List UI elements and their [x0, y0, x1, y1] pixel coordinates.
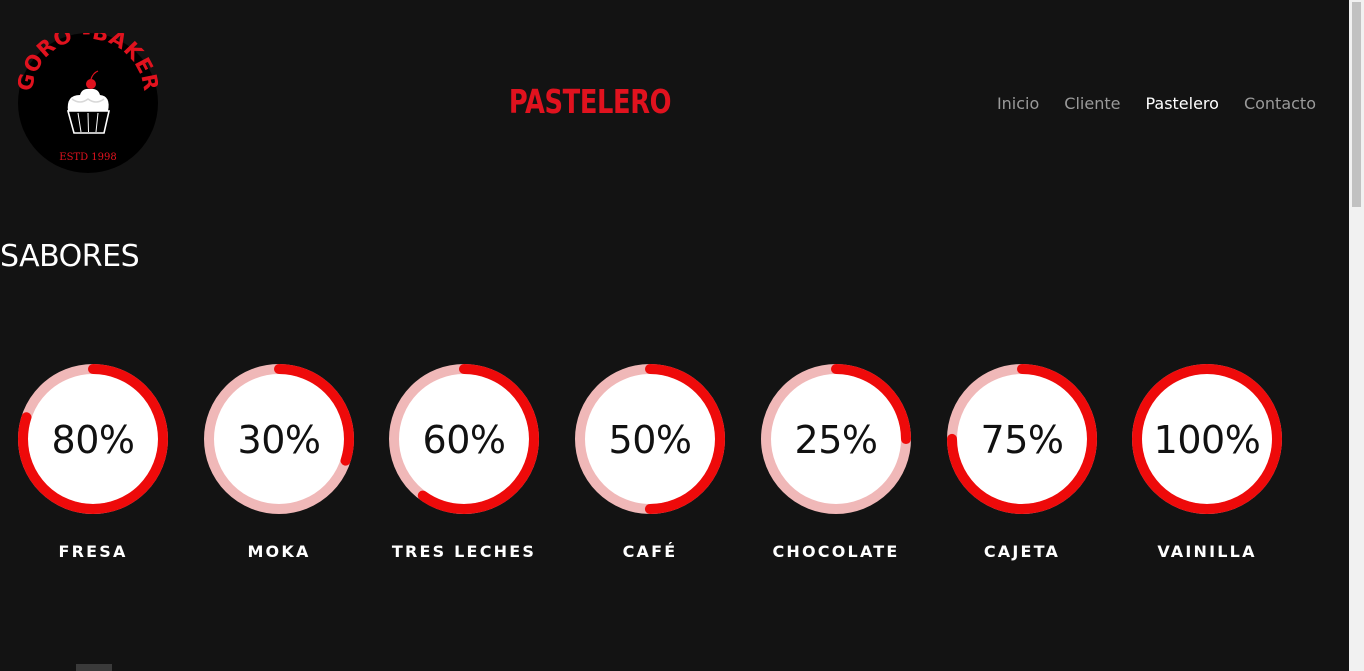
nav-link-contacto[interactable]: Contacto	[1243, 94, 1316, 113]
nav-link-inicio[interactable]: Inicio	[996, 94, 1040, 113]
section-heading: SABORES	[0, 238, 140, 274]
logo-bottom-text: ESTD 1998	[59, 152, 116, 163]
flavor-item-tres-leches: 60% TRES LECHES	[371, 364, 557, 574]
gauge-percent: 80%	[51, 418, 135, 462]
gauge-fill	[575, 364, 725, 514]
flavor-item-fresa: 80% FRESA	[0, 364, 186, 574]
bottom-widget	[76, 664, 112, 671]
main-nav: Inicio Cliente Pastelero Contacto	[997, 93, 1316, 115]
gauge-fill	[18, 364, 168, 514]
gauge-fill	[947, 364, 1097, 514]
gauge-percent: 30%	[237, 418, 321, 462]
gauge-fill	[204, 364, 354, 514]
flavor-item-chocolate: 25% CHOCOLATE	[743, 364, 929, 574]
nav-link-cliente[interactable]: Cliente	[1064, 94, 1121, 113]
flavor-gauge	[761, 364, 911, 514]
flavor-gauge	[389, 364, 539, 514]
nav-link-pastelero[interactable]: Pastelero	[1145, 94, 1219, 113]
flavor-label: CAJETA	[983, 542, 1061, 561]
flavor-gauge	[575, 364, 725, 514]
gauge-percent: 75%	[980, 418, 1064, 462]
gauge-fill	[761, 364, 911, 514]
flavor-item-caf-: 50% CAFÉ	[557, 364, 743, 574]
goro-baker-logo[interactable]: GORO -BAKER ESTD 1998	[18, 33, 158, 173]
page-title: PASTELERO	[508, 82, 672, 121]
flavor-item-moka: 30% MOKA	[186, 364, 372, 574]
flavor-gauge	[18, 364, 168, 514]
cupcake-icon	[66, 70, 111, 134]
flavor-label: MOKA	[247, 542, 311, 561]
gauge-fill	[1132, 364, 1282, 514]
flavor-gauge	[947, 364, 1097, 514]
flavor-gauge	[1132, 364, 1282, 514]
gauge-percent: 50%	[608, 418, 692, 462]
gauge-percent: 25%	[794, 418, 878, 462]
gauge-percent: 60%	[422, 418, 506, 462]
flavor-label: TRES LECHES	[391, 542, 537, 561]
flavor-item-vainilla: 100% VAINILLA	[1114, 364, 1300, 574]
flavor-gauges: 80% FRESA 30% MOKA 60% TRES LECHES 50% CAFÉ 25% C…	[0, 364, 1300, 574]
flavor-label: CHOCOLATE	[772, 542, 900, 561]
gauge-fill	[389, 364, 539, 514]
gauge-percent: 100%	[1153, 418, 1261, 462]
flavor-label: CAFÉ	[622, 542, 678, 561]
flavor-label: FRESA	[58, 542, 128, 561]
flavor-gauge	[204, 364, 354, 514]
vertical-scrollbar[interactable]	[1349, 0, 1364, 671]
flavor-item-cajeta: 75% CAJETA	[929, 364, 1115, 574]
flavor-label: VAINILLA	[1157, 542, 1257, 561]
scrollbar-thumb[interactable]	[1352, 2, 1361, 207]
